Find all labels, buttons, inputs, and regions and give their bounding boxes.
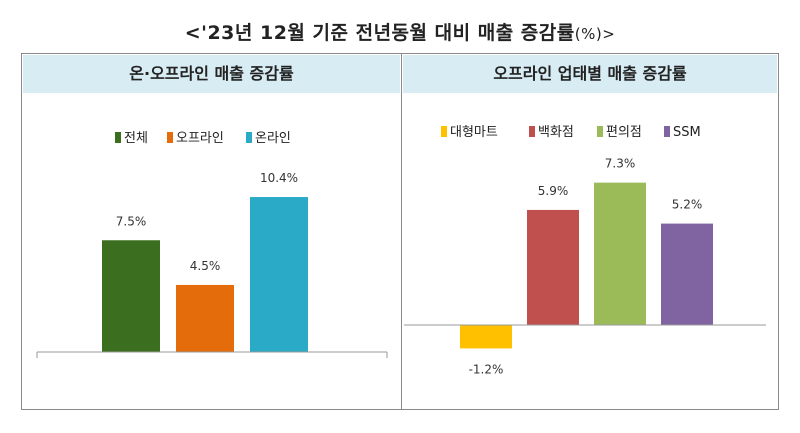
left-legend-label-1: 오프라인 xyxy=(176,131,224,146)
left-value-label-1: 4.5% xyxy=(190,259,221,273)
left-legend-label-0: 전체 xyxy=(124,131,148,146)
right-bar-3 xyxy=(661,223,713,325)
right-legend-label-3: SSM xyxy=(673,125,701,140)
left-bar-0 xyxy=(102,240,160,352)
right-bar-1 xyxy=(527,209,579,325)
charts-frame xyxy=(21,53,779,410)
right-legend-swatch-0 xyxy=(441,126,447,137)
left-legend-label-2: 온라인 xyxy=(255,131,291,146)
right-bar-0 xyxy=(460,325,512,349)
right-legend-swatch-2 xyxy=(597,126,603,137)
main-title-text: <'23년 12월 기준 전년동월 대비 매출 증감률 xyxy=(184,22,575,44)
left-legend-swatch-1 xyxy=(167,132,173,143)
right-legend-label-2: 편의점 xyxy=(606,125,642,140)
right-bar-2 xyxy=(594,182,646,325)
right-value-label-0: -1.2% xyxy=(469,362,504,376)
left-panel-title: 온·오프라인 매출 증감률 xyxy=(23,55,400,93)
right-legend-swatch-1 xyxy=(529,126,535,137)
right-value-label-2: 7.3% xyxy=(605,157,636,171)
left-bar-2 xyxy=(250,197,308,352)
left-value-label-2: 10.4% xyxy=(260,171,298,185)
left-legend-swatch-2 xyxy=(246,132,252,143)
right-legend-label-1: 백화점 xyxy=(538,125,574,140)
right-panel-title: 오프라인 업태별 매출 증감률 xyxy=(403,55,777,93)
left-value-label-0: 7.5% xyxy=(116,214,147,228)
right-value-label-1: 5.9% xyxy=(538,184,569,198)
right-value-label-3: 5.2% xyxy=(672,198,703,212)
right-legend-label-0: 대형마트 xyxy=(450,125,498,140)
left-bar-1 xyxy=(176,284,234,352)
chart-main-title: <'23년 12월 기준 전년동월 대비 매출 증감률(%)> xyxy=(0,18,800,45)
main-title-unit: (%)> xyxy=(574,25,616,43)
panel-divider xyxy=(401,53,402,410)
right-legend-swatch-3 xyxy=(664,126,670,137)
left-legend-swatch-0 xyxy=(115,132,121,143)
